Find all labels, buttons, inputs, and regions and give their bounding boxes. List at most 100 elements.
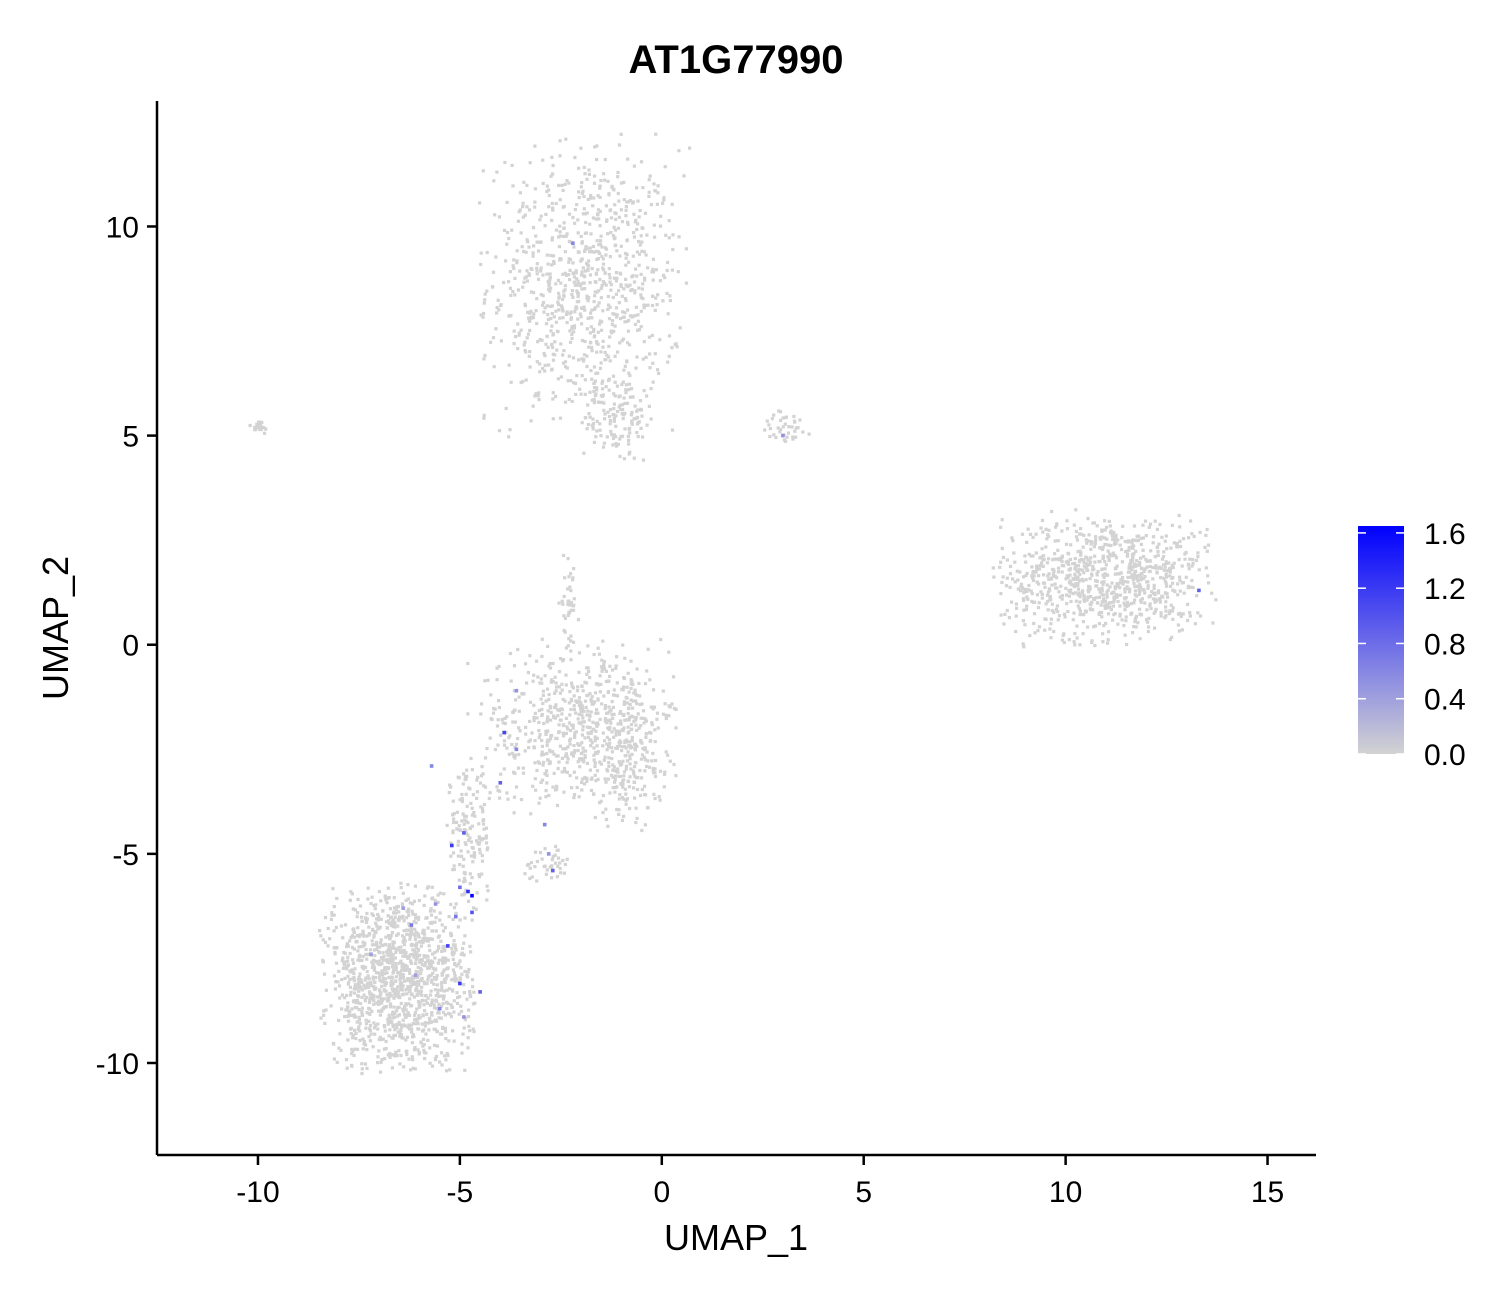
cell-point — [617, 774, 621, 778]
cell-point — [645, 764, 649, 769]
cell-point — [406, 987, 410, 991]
cell-point — [557, 245, 561, 249]
cell-point — [1073, 591, 1077, 595]
cell-point — [603, 412, 607, 416]
cell-point — [371, 913, 375, 917]
cell-point — [1184, 575, 1188, 579]
cell-point — [435, 949, 439, 953]
cell-point — [573, 733, 577, 738]
cell-point — [391, 1016, 395, 1020]
legend-tick-label: 0.4 — [1424, 684, 1466, 717]
cell-point — [647, 190, 651, 194]
cell-point — [521, 285, 525, 289]
cell-point — [583, 754, 587, 758]
cell-point — [527, 245, 531, 249]
cell-point — [625, 759, 630, 763]
cell-point — [999, 613, 1003, 617]
expressing-cell-point — [413, 973, 418, 977]
cell-point — [630, 679, 634, 683]
cell-point — [651, 380, 655, 384]
cell-point — [392, 1005, 396, 1009]
cell-point — [589, 311, 593, 315]
cell-point — [577, 166, 581, 170]
cell-point — [1183, 557, 1187, 561]
cell-point — [1113, 539, 1117, 544]
cell-point — [651, 267, 655, 271]
cell-point — [1156, 553, 1160, 557]
cell-point — [502, 228, 507, 232]
cell-point — [535, 321, 539, 326]
cell-point — [639, 272, 643, 276]
cell-point — [528, 365, 532, 369]
cell-point — [463, 818, 467, 822]
cell-point — [609, 773, 614, 777]
cell-point — [507, 236, 511, 241]
cell-point — [468, 872, 472, 876]
cell-point — [555, 348, 559, 352]
cell-point — [402, 948, 406, 953]
cell-point — [566, 587, 570, 591]
cell-point — [605, 219, 609, 223]
cell-point — [463, 841, 467, 845]
cell-point — [593, 764, 597, 769]
cell-point — [1056, 618, 1060, 622]
cell-point — [607, 745, 611, 749]
cell-point — [571, 608, 576, 612]
cell-point — [580, 270, 584, 274]
cell-point — [611, 234, 616, 238]
cell-point — [1142, 588, 1146, 592]
cell-point — [517, 752, 521, 757]
cell-point — [1143, 567, 1147, 571]
cell-point — [397, 1013, 401, 1017]
cell-point — [1040, 592, 1044, 596]
cell-point — [412, 980, 416, 984]
cell-point — [340, 958, 344, 963]
cell-point — [374, 921, 378, 925]
cell-point — [592, 381, 596, 385]
cell-point — [441, 970, 445, 974]
cell-point — [549, 253, 553, 258]
cell-point — [411, 1033, 415, 1037]
cell-point — [409, 1023, 413, 1027]
cell-point — [398, 1062, 402, 1066]
cell-point — [551, 352, 555, 356]
cell-point — [406, 910, 411, 914]
cell-point — [1175, 544, 1179, 548]
cell-point — [345, 993, 349, 998]
cell-point — [532, 745, 536, 749]
cell-point — [607, 317, 612, 321]
cell-point — [1087, 587, 1091, 591]
cell-point — [607, 355, 611, 359]
cell-point — [492, 365, 496, 369]
cell-point — [1148, 564, 1152, 569]
cell-point — [630, 288, 634, 292]
expressing-cell-point — [462, 1015, 466, 1019]
cell-point — [1097, 587, 1101, 591]
cell-point — [1038, 567, 1042, 571]
cell-point — [551, 163, 555, 168]
cell-point — [415, 983, 419, 987]
cell-point — [537, 729, 541, 733]
cell-point — [352, 1053, 356, 1057]
cell-point — [598, 319, 602, 323]
cell-point — [354, 987, 358, 991]
legend-ticks: 0.00.40.81.21.6 — [1358, 518, 1466, 772]
cell-point — [446, 973, 450, 978]
cell-point — [346, 955, 350, 959]
cell-point — [354, 1015, 358, 1019]
cell-point — [387, 1034, 391, 1038]
cell-point — [525, 183, 529, 187]
cell-point — [546, 709, 550, 713]
cell-point — [451, 968, 455, 972]
cell-point — [651, 269, 655, 273]
cell-point — [435, 1019, 439, 1023]
cell-point — [350, 934, 354, 938]
cell-point — [550, 311, 554, 316]
cell-point — [565, 179, 569, 183]
cell-point — [1139, 556, 1143, 560]
cell-point — [420, 1022, 424, 1026]
cell-point — [630, 752, 634, 756]
cell-point — [358, 904, 363, 908]
cell-point — [503, 721, 507, 726]
cell-point — [517, 726, 521, 730]
